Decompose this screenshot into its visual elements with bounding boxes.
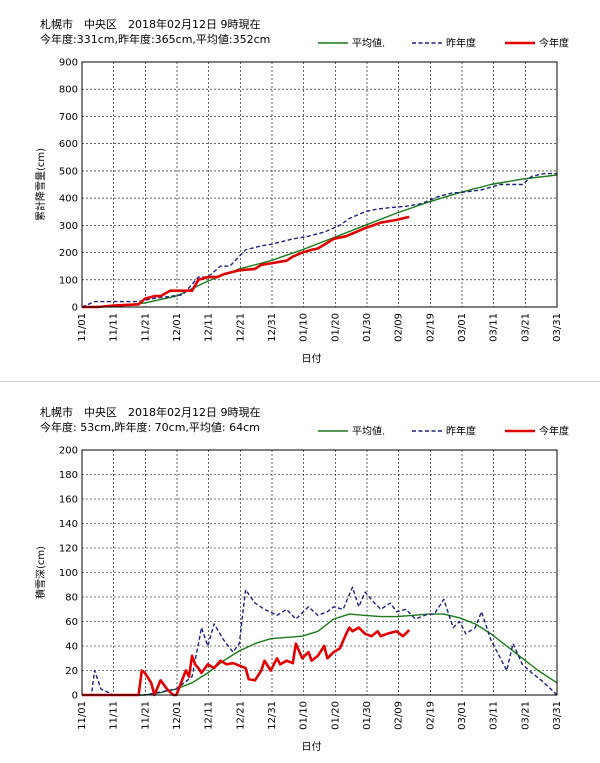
chart-plot-svg: 0 100 200 300 400 500 600 700 800 900 11/01 11/11 11…: [34, 37, 569, 366]
plot-border: [81, 449, 558, 696]
y-tick-label: 20: [65, 666, 78, 677]
y-axis-label: 累計降雪量(cm): [34, 148, 47, 221]
x-tick-label: 11/11: [109, 701, 120, 730]
series-line-昨年度: [81, 172, 557, 308]
x-tick-label: 03/11: [489, 313, 500, 342]
x-tick-label: 12/31: [267, 313, 278, 342]
chart-header-line1: 札幌市 中央区 2018年02月12日 9時現在: [40, 18, 261, 31]
x-tick-label: 12/21: [235, 701, 246, 730]
legend-label: 平均値.: [352, 425, 385, 438]
x-tick-label: 03/21: [520, 313, 531, 342]
plot-border: [81, 61, 558, 308]
snow-depth-chart: 札幌市 中央区 2018年02月12日 9時現在 今年度: 53cm,昨年度: …: [0, 388, 600, 763]
x-tick-label: 03/01: [457, 313, 468, 342]
y-tick-label: 0: [72, 303, 78, 314]
y-tick-label: 200: [59, 248, 78, 259]
x-tick-label: 12/01: [172, 313, 183, 342]
x-tick-label: 03/21: [520, 701, 531, 730]
y-tick-label: 100: [59, 568, 78, 579]
x-tick-label: 12/31: [267, 701, 278, 730]
y-tick-label: 900: [59, 58, 78, 69]
y-tick-label: 0: [72, 691, 78, 702]
y-tick-label: 140: [59, 519, 78, 530]
legend-label: 昨年度: [446, 425, 476, 438]
y-tick-label: 100: [59, 275, 78, 286]
y-tick-label: 800: [59, 85, 78, 96]
y-tick-label: 200: [59, 446, 78, 457]
plot-area: [82, 62, 557, 307]
x-tick-label: 01/30: [362, 313, 373, 342]
y-tick-label: 300: [59, 221, 78, 232]
y-tick-label: 700: [59, 112, 78, 123]
y-tick-label: 60: [65, 617, 78, 628]
legend-label: 今年度: [539, 37, 569, 50]
chart-plot-svg: 0 20 40 60 80 100 120 140 160 180 200 11/01 11/11 11/…: [34, 425, 569, 754]
x-tick-label: 01/30: [362, 701, 373, 730]
y-tick-label: 80: [65, 593, 78, 604]
x-tick-label: 11/21: [140, 313, 151, 342]
x-tick-label: 02/19: [425, 701, 436, 730]
x-tick-label: 11/01: [77, 701, 88, 730]
x-tick-label: 12/21: [235, 313, 246, 342]
series-line-昨年度: [82, 586, 558, 696]
x-tick-label: 03/01: [457, 701, 468, 730]
y-tick-label: 120: [59, 544, 78, 555]
x-tick-label: 11/01: [77, 313, 88, 342]
x-tick-label: 01/10: [299, 313, 310, 342]
x-tick-label: 03/11: [489, 701, 500, 730]
series-line-平均値: [81, 174, 558, 308]
y-axis-label: 積雪深(cm): [34, 546, 47, 599]
series-line-今年度: [82, 215, 410, 309]
snowfall-cumulative-chart: 札幌市 中央区 2018年02月12日 9時現在 今年度:331cm,昨年度:3…: [0, 0, 600, 375]
legend-label: 昨年度: [446, 37, 476, 50]
x-tick-label: 01/20: [330, 313, 341, 342]
chart-header-line1: 札幌市 中央区 2018年02月12日 9時現在: [40, 406, 261, 419]
x-tick-label: 03/31: [552, 701, 563, 730]
x-tick-label: 01/20: [330, 701, 341, 730]
panel-separator: [0, 381, 600, 382]
chart-header-line2: 今年度: 53cm,昨年度: 70cm,平均値: 64cm: [40, 421, 260, 434]
y-tick-label: 500: [59, 166, 78, 177]
legend-label: 平均値.: [352, 37, 385, 50]
x-axis-label: 日付: [302, 740, 322, 753]
x-tick-label: 12/11: [204, 701, 215, 730]
x-tick-label: 03/31: [552, 313, 563, 342]
x-tick-label: 02/19: [425, 313, 436, 342]
x-tick-label: 02/09: [394, 313, 405, 342]
x-tick-label: 01/10: [299, 701, 310, 730]
x-tick-label: 12/01: [172, 701, 183, 730]
y-tick-label: 40: [65, 642, 78, 653]
y-tick-label: 400: [59, 194, 78, 205]
x-tick-label: 11/21: [140, 701, 151, 730]
chart-header-line2: 今年度:331cm,昨年度:365cm,平均値:352cm: [40, 33, 271, 46]
y-tick-label: 160: [59, 495, 78, 506]
x-tick-label: 12/11: [204, 313, 215, 342]
y-tick-label: 180: [59, 470, 78, 481]
x-tick-label: 11/11: [109, 313, 120, 342]
x-axis-label: 日付: [302, 352, 322, 365]
series-line-今年度: [82, 626, 411, 697]
y-tick-label: 600: [59, 139, 78, 150]
series-line-平均値: [82, 613, 558, 696]
x-tick-label: 02/09: [394, 701, 405, 730]
legend-label: 今年度: [539, 425, 569, 438]
